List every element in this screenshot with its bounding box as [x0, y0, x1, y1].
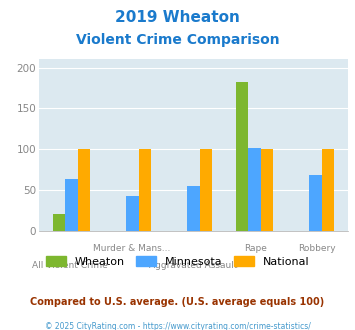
Text: © 2025 CityRating.com - https://www.cityrating.com/crime-statistics/: © 2025 CityRating.com - https://www.city… — [45, 322, 310, 330]
Bar — [126, 196, 138, 231]
Bar — [187, 186, 200, 231]
Bar — [236, 82, 248, 231]
Bar — [200, 149, 212, 231]
Bar — [310, 175, 322, 231]
Bar — [65, 179, 77, 231]
Bar — [322, 149, 334, 231]
Text: Murder & Mans...: Murder & Mans... — [93, 244, 170, 253]
Bar — [261, 149, 273, 231]
Bar — [53, 214, 65, 231]
Legend: Wheaton, Minnesota, National: Wheaton, Minnesota, National — [46, 256, 309, 267]
Text: Compared to U.S. average. (U.S. average equals 100): Compared to U.S. average. (U.S. average … — [31, 297, 324, 307]
Text: 2019 Wheaton: 2019 Wheaton — [115, 10, 240, 25]
Bar — [248, 148, 261, 231]
Text: Robbery: Robbery — [298, 244, 336, 253]
Text: Rape: Rape — [244, 244, 267, 253]
Bar — [138, 149, 151, 231]
Text: Aggravated Assault: Aggravated Assault — [149, 261, 238, 270]
Text: Violent Crime Comparison: Violent Crime Comparison — [76, 33, 279, 47]
Bar — [77, 149, 90, 231]
Text: All Violent Crime: All Violent Crime — [32, 261, 108, 270]
